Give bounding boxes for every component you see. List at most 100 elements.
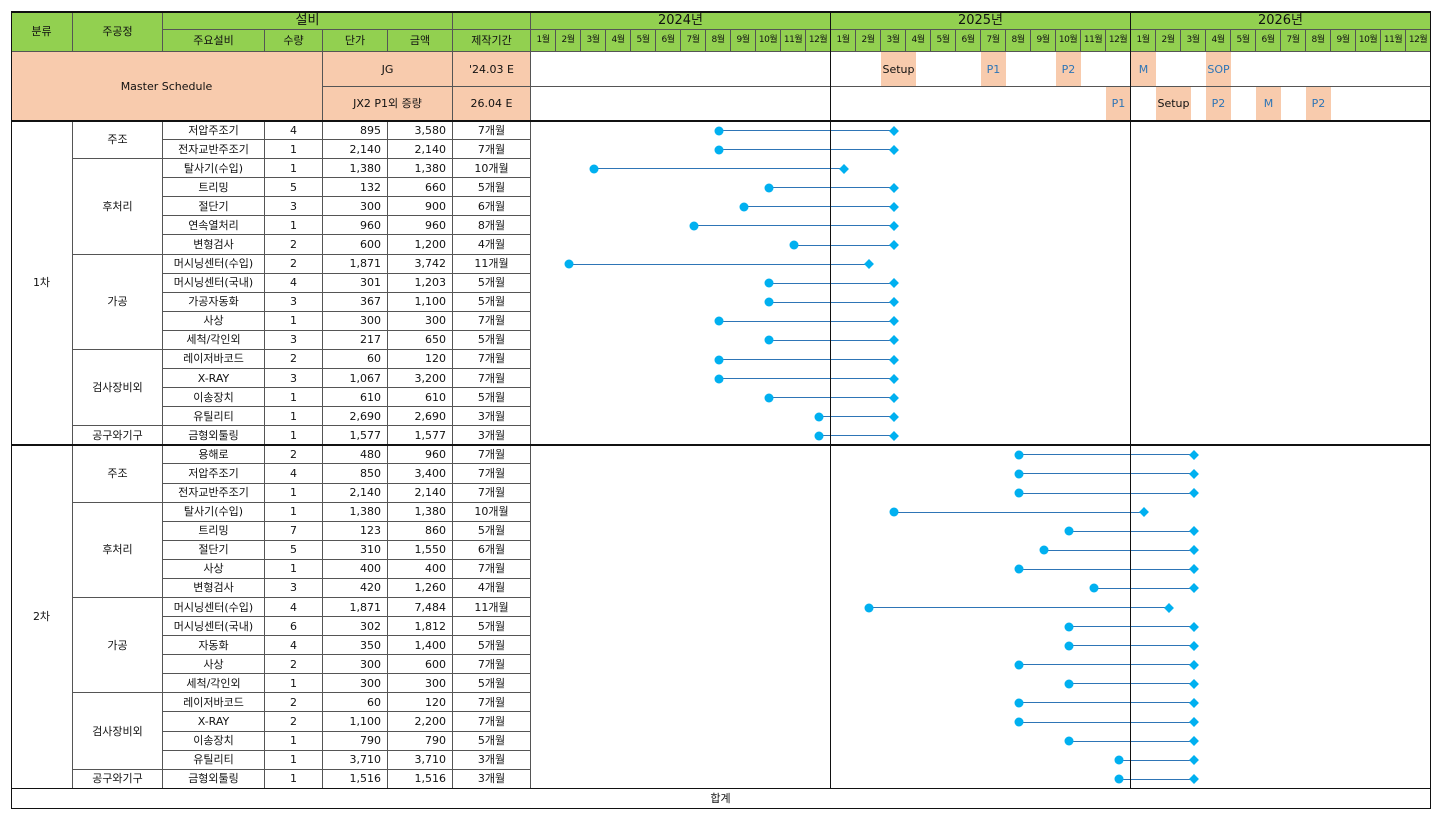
gantt-bar-line <box>1018 492 1194 494</box>
equipment-lead-time: 3개월 <box>453 407 531 427</box>
equipment-name: 세척/각인외 <box>163 674 265 694</box>
equipment-amount: 1,812 <box>388 617 453 637</box>
gantt-end-marker <box>838 163 849 174</box>
master-schedule-label: Master Schedule <box>11 52 323 121</box>
equipment-unit-price: 350 <box>323 636 388 656</box>
gantt-bar-line <box>1068 645 1194 647</box>
equipment-qty: 3 <box>265 292 323 312</box>
equipment-unit-price: 2,140 <box>323 483 388 503</box>
gantt-start-marker <box>714 145 723 155</box>
gantt-bar-line <box>1018 664 1194 666</box>
gantt-end-marker <box>1188 697 1199 708</box>
equipment-lead-time: 8개월 <box>453 216 531 236</box>
gantt-bar-line <box>718 320 894 322</box>
header-month: 2월 <box>856 30 881 52</box>
equipment-unit-price: 1,100 <box>323 712 388 732</box>
equipment-qty: 4 <box>265 598 323 618</box>
header-year-1: 2025년 <box>831 11 1131 30</box>
equipment-amount: 2,140 <box>388 483 453 503</box>
equipment-amount: 860 <box>388 521 453 541</box>
gantt-end-marker <box>1188 545 1199 556</box>
equipment-qty: 1 <box>265 750 323 770</box>
header-month: 10월 <box>1056 30 1081 52</box>
gantt-bar-line <box>768 397 894 399</box>
equipment-amount: 900 <box>388 197 453 217</box>
gantt-start-marker <box>1064 736 1073 746</box>
master-project-date: '24.03 E <box>453 52 531 87</box>
equipment-amount: 1,516 <box>388 769 453 789</box>
gantt-start-marker <box>1064 622 1073 632</box>
equipment-unit-price: 1,380 <box>323 502 388 522</box>
equipment-name: 머시닝센터(수입) <box>163 254 265 274</box>
gantt-start-marker <box>864 603 873 613</box>
header-month: 11월 <box>781 30 806 52</box>
gantt-start-marker <box>564 259 573 269</box>
equipment-lead-time: 5개월 <box>453 388 531 408</box>
header-qty: 수량 <box>265 30 323 52</box>
equipment-amount: 610 <box>388 388 453 408</box>
equipment-name: X-RAY <box>163 369 265 389</box>
equipment-amount: 790 <box>388 731 453 751</box>
equipment-qty: 6 <box>265 617 323 637</box>
equipment-qty: 3 <box>265 369 323 389</box>
equipment-name: 탈사기(수입) <box>163 502 265 522</box>
gantt-end-marker <box>1188 774 1199 785</box>
gantt-bar-line <box>768 187 894 189</box>
gantt-start-marker <box>1014 469 1023 479</box>
equipment-qty: 2 <box>265 655 323 675</box>
equipment-lead-time: 7개월 <box>453 712 531 732</box>
gantt-start-marker <box>1014 660 1023 670</box>
gantt-end-marker <box>888 316 899 327</box>
equipment-name: 절단기 <box>163 197 265 217</box>
milestone-tag: P2 <box>1056 52 1081 86</box>
equipment-unit-price: 60 <box>323 349 388 370</box>
equipment-lead-time: 7개월 <box>453 445 531 465</box>
header-month: 11월 <box>1381 30 1406 52</box>
header-month: 4월 <box>606 30 631 52</box>
gantt-bar-line <box>768 282 894 284</box>
equipment-qty: 2 <box>265 693 323 713</box>
equipment-qty: 4 <box>265 464 323 484</box>
gantt-start-marker <box>714 355 723 364</box>
header-month: 3월 <box>1181 30 1206 52</box>
equipment-name: 전자교반주조기 <box>163 140 265 160</box>
gantt-bar-line <box>1018 473 1194 475</box>
equipment-amount: 1,203 <box>388 273 453 293</box>
equipment-qty: 2 <box>265 349 323 370</box>
equipment-lead-time: 5개월 <box>453 617 531 637</box>
equipment-qty: 1 <box>265 674 323 694</box>
equipment-lead-time: 5개월 <box>453 521 531 541</box>
equipment-lead-time: 7개월 <box>453 140 531 160</box>
phase-label: 2차 <box>11 445 73 789</box>
equipment-amount: 400 <box>388 559 453 579</box>
header-month: 6월 <box>1256 30 1281 52</box>
master-project-name: JX2 P1외 증량 <box>323 87 453 121</box>
equipment-lead-time: 5개월 <box>453 674 531 694</box>
header-category: 분류 <box>11 11 73 52</box>
border-top <box>11 11 1431 13</box>
gantt-start-marker <box>1014 450 1023 460</box>
equipment-lead-time: 7개월 <box>453 121 531 141</box>
equipment-unit-price: 300 <box>323 655 388 675</box>
equipment-name: 유틸리티 <box>163 750 265 770</box>
equipment-unit-price: 960 <box>323 216 388 236</box>
equipment-amount: 300 <box>388 674 453 694</box>
gantt-bar-line <box>1018 721 1194 723</box>
header-month: 10월 <box>1356 30 1381 52</box>
process-group-label: 후처리 <box>73 502 163 598</box>
equipment-qty: 4 <box>265 273 323 293</box>
equipment-qty: 7 <box>265 521 323 541</box>
equipment-name: 사상 <box>163 559 265 579</box>
gantt-end-marker <box>1138 507 1149 518</box>
equipment-unit-price: 1,871 <box>323 254 388 274</box>
process-group-label: 검사장비외 <box>73 349 163 427</box>
equipment-qty: 1 <box>265 559 323 579</box>
equipment-amount: 650 <box>388 330 453 350</box>
equipment-unit-price: 2,690 <box>323 407 388 427</box>
border-phase-divider <box>11 444 1431 446</box>
equipment-lead-time: 5개월 <box>453 178 531 198</box>
master-project-name: JG <box>323 52 453 87</box>
gantt-bar-line <box>818 416 894 418</box>
gantt-end-marker <box>1188 583 1199 594</box>
equipment-unit-price: 1,067 <box>323 369 388 389</box>
